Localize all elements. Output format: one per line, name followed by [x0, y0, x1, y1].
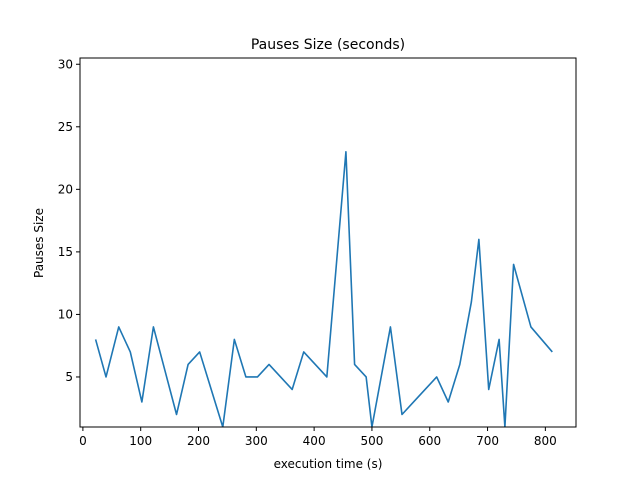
- y-axis-label: Pauses Size: [32, 208, 46, 278]
- data-point: [344, 150, 348, 154]
- y-tick-label: 20: [58, 182, 73, 196]
- data-point: [458, 362, 462, 366]
- data-point: [104, 375, 108, 379]
- x-tick-label: 200: [187, 434, 210, 448]
- data-point: [477, 237, 481, 241]
- data-point: [290, 387, 294, 391]
- data-point: [388, 325, 392, 329]
- y-tick-label: 25: [58, 120, 73, 134]
- y-tick-label: 15: [58, 245, 73, 259]
- data-point: [550, 350, 554, 354]
- data-point: [279, 375, 283, 379]
- data-point: [400, 412, 404, 416]
- y-axis-ticks: 5 10 15 20 25 30: [58, 57, 80, 384]
- data-point: [140, 400, 144, 404]
- x-axis-ticks: 0 100 200 300 400 500 600 700 800: [79, 427, 557, 448]
- data-point: [487, 387, 491, 391]
- data-point: [446, 400, 450, 404]
- data-point: [175, 412, 179, 416]
- x-axis-label: execution time (s): [274, 457, 383, 471]
- y-tick-label: 10: [58, 307, 73, 321]
- axes-frame: [79, 57, 577, 428]
- x-tick-label: 800: [534, 434, 557, 448]
- data-point: [267, 362, 271, 366]
- chart-title: Pauses Size (seconds): [251, 37, 405, 53]
- y-tick-label: 30: [58, 57, 73, 71]
- data-point: [128, 350, 132, 354]
- data-point: [435, 375, 439, 379]
- x-tick-label: 600: [418, 434, 441, 448]
- x-tick-label: 700: [476, 434, 499, 448]
- data-point: [255, 375, 259, 379]
- data-point: [186, 362, 190, 366]
- x-tick-label: 500: [360, 434, 383, 448]
- x-tick-label: 400: [303, 434, 326, 448]
- data-point: [209, 387, 213, 391]
- series-line-0: [94, 151, 553, 427]
- data-point: [512, 262, 516, 266]
- data-point: [117, 325, 121, 329]
- data-point: [94, 337, 98, 341]
- x-tick-label: 100: [129, 434, 152, 448]
- data-point: [412, 400, 416, 404]
- plot-area: [94, 150, 554, 427]
- data-point: [151, 325, 155, 329]
- data-point: [244, 375, 248, 379]
- data-point: [313, 362, 317, 366]
- data-point: [353, 362, 357, 366]
- data-point: [325, 375, 329, 379]
- data-point: [198, 350, 202, 354]
- data-point: [232, 337, 236, 341]
- x-tick-label: 0: [79, 434, 87, 448]
- data-point: [423, 387, 427, 391]
- data-point: [163, 369, 167, 373]
- data-point: [364, 375, 368, 379]
- data-point: [497, 337, 501, 341]
- data-point: [302, 350, 306, 354]
- x-tick-label: 300: [245, 434, 268, 448]
- data-point: [529, 325, 533, 329]
- y-tick-label: 5: [65, 370, 73, 384]
- data-point: [469, 300, 473, 304]
